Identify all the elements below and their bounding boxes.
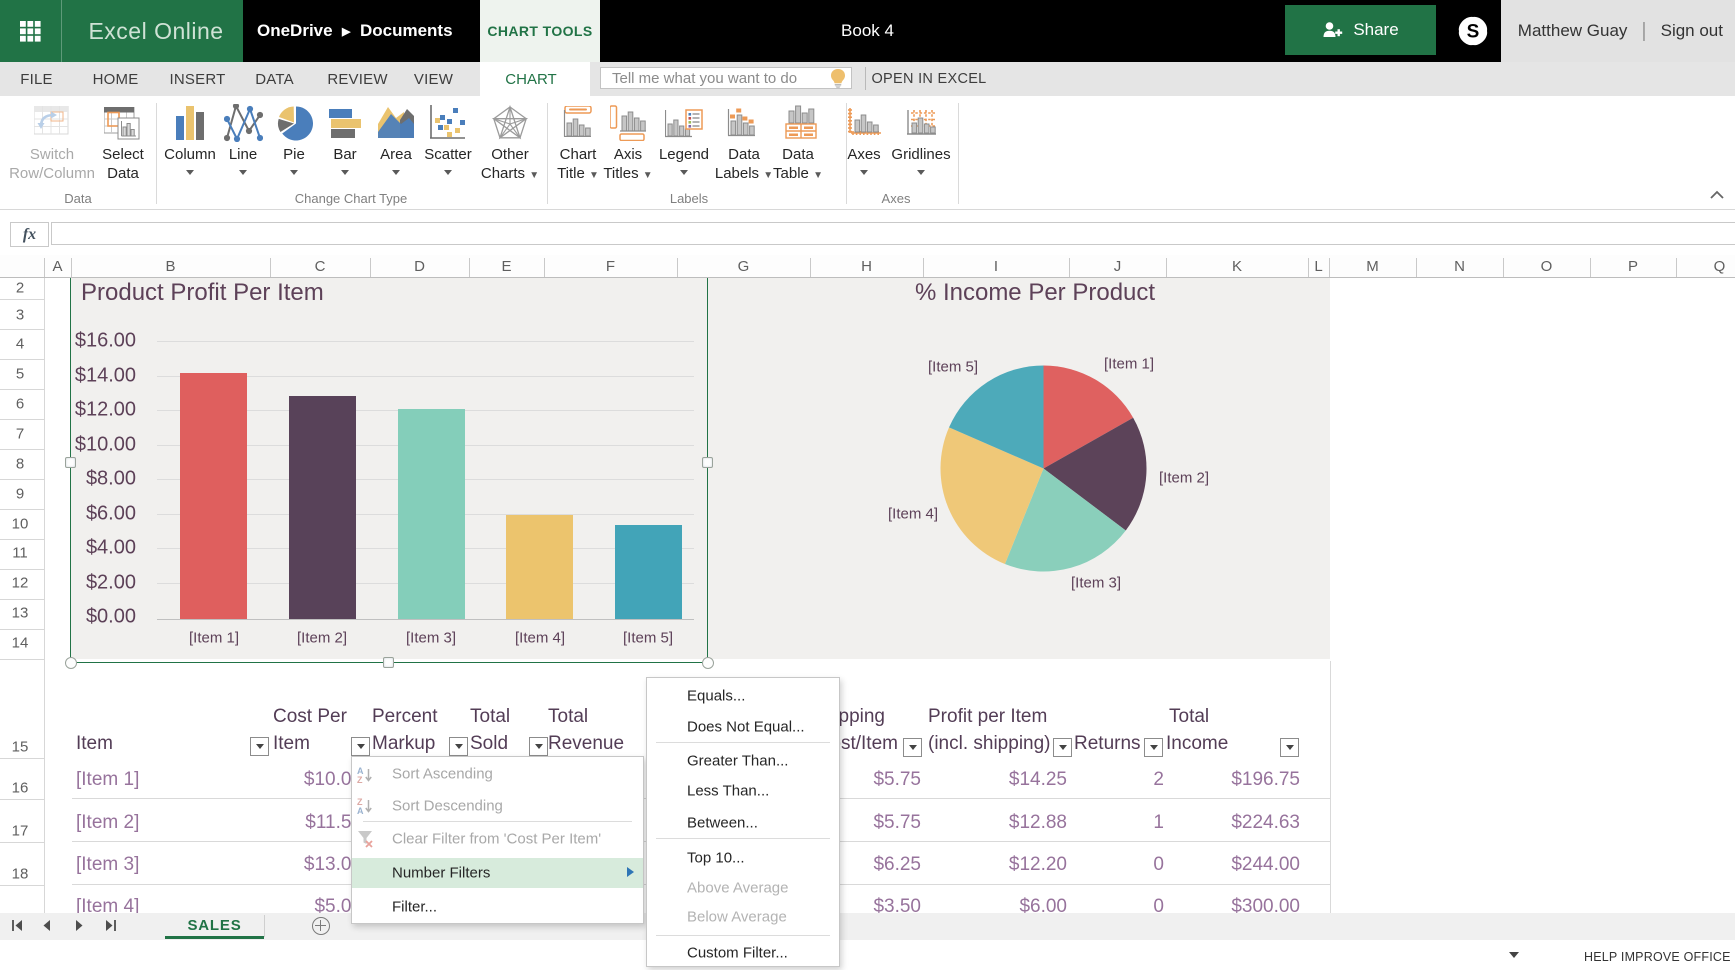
svg-text:A: A — [357, 766, 364, 776]
svg-text:Z: Z — [357, 775, 363, 784]
svg-text:S: S — [1466, 22, 1479, 43]
svg-text:A: A — [357, 806, 364, 815]
svg-text:Z: Z — [357, 797, 363, 807]
